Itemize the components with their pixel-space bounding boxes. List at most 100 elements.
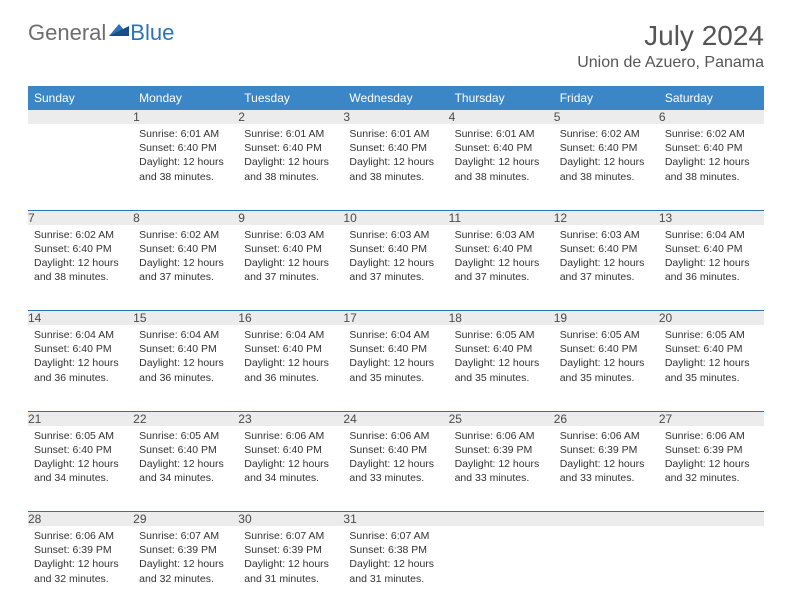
sunrise-text: Sunrise: 6:05 AM: [560, 328, 653, 342]
empty-day-cell: [449, 526, 554, 612]
day-cell: Sunrise: 6:02 AMSunset: 6:40 PMDaylight:…: [28, 225, 133, 311]
empty-day-number: [28, 110, 133, 124]
day-number: 5: [554, 110, 659, 124]
sunset-text: Sunset: 6:40 PM: [349, 242, 442, 256]
daylight-text: Daylight: 12 hours and 31 minutes.: [349, 557, 442, 585]
day-cell: Sunrise: 6:06 AMSunset: 6:40 PMDaylight:…: [343, 426, 448, 512]
calendar-body: 123456Sunrise: 6:01 AMSunset: 6:40 PMDay…: [28, 110, 764, 612]
daylight-text: Daylight: 12 hours and 38 minutes.: [349, 155, 442, 183]
day-cell: Sunrise: 6:04 AMSunset: 6:40 PMDaylight:…: [659, 225, 764, 311]
sunrise-text: Sunrise: 6:07 AM: [244, 529, 337, 543]
empty-day-number: [554, 512, 659, 526]
sunset-text: Sunset: 6:40 PM: [244, 342, 337, 356]
sunset-text: Sunset: 6:40 PM: [560, 342, 653, 356]
sunset-text: Sunset: 6:40 PM: [34, 242, 127, 256]
day-cell: Sunrise: 6:06 AMSunset: 6:39 PMDaylight:…: [554, 426, 659, 512]
daylight-text: Daylight: 12 hours and 35 minutes.: [665, 356, 758, 384]
day-number: 9: [238, 211, 343, 225]
sunset-text: Sunset: 6:40 PM: [349, 342, 442, 356]
sunset-text: Sunset: 6:39 PM: [665, 443, 758, 457]
day-cell: Sunrise: 6:03 AMSunset: 6:40 PMDaylight:…: [554, 225, 659, 311]
daylight-text: Daylight: 12 hours and 35 minutes.: [560, 356, 653, 384]
sunrise-text: Sunrise: 6:02 AM: [34, 228, 127, 242]
sunrise-text: Sunrise: 6:06 AM: [455, 429, 548, 443]
sunrise-text: Sunrise: 6:02 AM: [560, 127, 653, 141]
day-number: 27: [659, 412, 764, 426]
day-cell: Sunrise: 6:06 AMSunset: 6:39 PMDaylight:…: [28, 526, 133, 612]
day-cell: Sunrise: 6:02 AMSunset: 6:40 PMDaylight:…: [659, 124, 764, 210]
daylight-text: Daylight: 12 hours and 38 minutes.: [560, 155, 653, 183]
weekday-header: Friday: [554, 86, 659, 110]
weekday-header: Saturday: [659, 86, 764, 110]
sunrise-text: Sunrise: 6:04 AM: [244, 328, 337, 342]
sunset-text: Sunset: 6:40 PM: [349, 443, 442, 457]
day-number-row: 14151617181920: [28, 311, 764, 325]
day-number: 10: [343, 211, 448, 225]
sunrise-text: Sunrise: 6:01 AM: [139, 127, 232, 141]
day-cell: Sunrise: 6:07 AMSunset: 6:39 PMDaylight:…: [133, 526, 238, 612]
daylight-text: Daylight: 12 hours and 37 minutes.: [455, 256, 548, 284]
sunset-text: Sunset: 6:40 PM: [665, 242, 758, 256]
logo-flag-icon: [109, 22, 129, 45]
empty-day-cell: [659, 526, 764, 612]
weekday-header: Thursday: [449, 86, 554, 110]
logo: General Blue: [28, 20, 174, 46]
weekday-header: Wednesday: [343, 86, 448, 110]
day-number: 31: [343, 512, 448, 526]
day-number: 18: [449, 311, 554, 325]
daylight-text: Daylight: 12 hours and 31 minutes.: [244, 557, 337, 585]
daylight-text: Daylight: 12 hours and 35 minutes.: [455, 356, 548, 384]
daylight-text: Daylight: 12 hours and 38 minutes.: [34, 256, 127, 284]
daylight-text: Daylight: 12 hours and 38 minutes.: [455, 155, 548, 183]
day-content-row: Sunrise: 6:06 AMSunset: 6:39 PMDaylight:…: [28, 526, 764, 612]
sunset-text: Sunset: 6:40 PM: [244, 242, 337, 256]
day-content-row: Sunrise: 6:01 AMSunset: 6:40 PMDaylight:…: [28, 124, 764, 210]
sunrise-text: Sunrise: 6:03 AM: [349, 228, 442, 242]
logo-text-general: General: [28, 20, 106, 46]
sunrise-text: Sunrise: 6:06 AM: [665, 429, 758, 443]
day-number: 19: [554, 311, 659, 325]
sunrise-text: Sunrise: 6:02 AM: [665, 127, 758, 141]
empty-day-number: [659, 512, 764, 526]
day-number: 12: [554, 211, 659, 225]
day-number: 8: [133, 211, 238, 225]
calendar-table: SundayMondayTuesdayWednesdayThursdayFrid…: [28, 86, 764, 612]
day-number: 22: [133, 412, 238, 426]
sunrise-text: Sunrise: 6:06 AM: [349, 429, 442, 443]
day-cell: Sunrise: 6:05 AMSunset: 6:40 PMDaylight:…: [659, 325, 764, 411]
day-cell: Sunrise: 6:01 AMSunset: 6:40 PMDaylight:…: [238, 124, 343, 210]
daylight-text: Daylight: 12 hours and 38 minutes.: [139, 155, 232, 183]
daylight-text: Daylight: 12 hours and 37 minutes.: [244, 256, 337, 284]
daylight-text: Daylight: 12 hours and 32 minutes.: [139, 557, 232, 585]
sunrise-text: Sunrise: 6:05 AM: [665, 328, 758, 342]
sunset-text: Sunset: 6:40 PM: [349, 141, 442, 155]
day-number: 20: [659, 311, 764, 325]
sunset-text: Sunset: 6:39 PM: [139, 543, 232, 557]
day-number: 29: [133, 512, 238, 526]
day-number: 26: [554, 412, 659, 426]
sunrise-text: Sunrise: 6:04 AM: [139, 328, 232, 342]
weekday-header: Tuesday: [238, 86, 343, 110]
day-cell: Sunrise: 6:02 AMSunset: 6:40 PMDaylight:…: [554, 124, 659, 210]
empty-day-number: [449, 512, 554, 526]
daylight-text: Daylight: 12 hours and 32 minutes.: [665, 457, 758, 485]
sunset-text: Sunset: 6:40 PM: [455, 342, 548, 356]
sunset-text: Sunset: 6:40 PM: [455, 141, 548, 155]
weekday-header-row: SundayMondayTuesdayWednesdayThursdayFrid…: [28, 86, 764, 110]
sunset-text: Sunset: 6:40 PM: [244, 443, 337, 457]
day-cell: Sunrise: 6:01 AMSunset: 6:40 PMDaylight:…: [343, 124, 448, 210]
sunset-text: Sunset: 6:40 PM: [560, 141, 653, 155]
day-content-row: Sunrise: 6:02 AMSunset: 6:40 PMDaylight:…: [28, 225, 764, 311]
sunset-text: Sunset: 6:40 PM: [665, 141, 758, 155]
empty-day-cell: [554, 526, 659, 612]
day-content-row: Sunrise: 6:05 AMSunset: 6:40 PMDaylight:…: [28, 426, 764, 512]
sunset-text: Sunset: 6:40 PM: [139, 141, 232, 155]
sunset-text: Sunset: 6:39 PM: [560, 443, 653, 457]
weekday-header: Monday: [133, 86, 238, 110]
day-number-row: 28293031: [28, 512, 764, 526]
daylight-text: Daylight: 12 hours and 34 minutes.: [34, 457, 127, 485]
day-cell: Sunrise: 6:04 AMSunset: 6:40 PMDaylight:…: [133, 325, 238, 411]
sunset-text: Sunset: 6:40 PM: [455, 242, 548, 256]
sunrise-text: Sunrise: 6:04 AM: [349, 328, 442, 342]
day-cell: Sunrise: 6:01 AMSunset: 6:40 PMDaylight:…: [133, 124, 238, 210]
